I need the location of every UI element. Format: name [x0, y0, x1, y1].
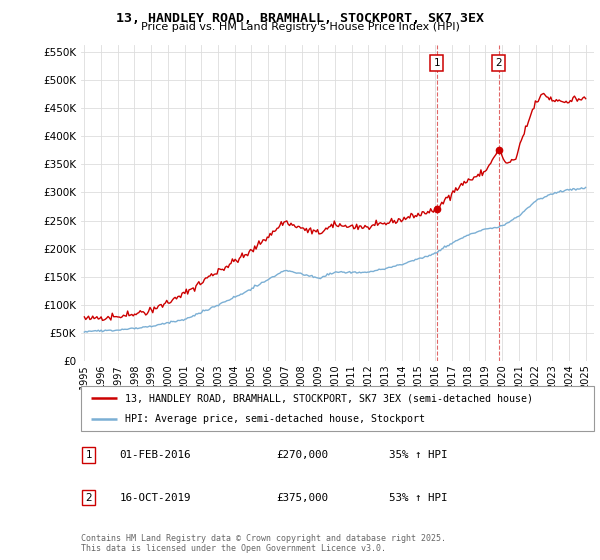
- Text: 1: 1: [85, 450, 92, 460]
- Text: Contains HM Land Registry data © Crown copyright and database right 2025.
This d: Contains HM Land Registry data © Crown c…: [81, 534, 446, 553]
- Text: 35% ↑ HPI: 35% ↑ HPI: [389, 450, 448, 460]
- Text: 2: 2: [495, 58, 502, 68]
- Text: £375,000: £375,000: [276, 493, 328, 502]
- Text: 1: 1: [433, 58, 440, 68]
- Text: 16-OCT-2019: 16-OCT-2019: [119, 493, 191, 502]
- FancyBboxPatch shape: [81, 386, 594, 431]
- Text: Price paid vs. HM Land Registry's House Price Index (HPI): Price paid vs. HM Land Registry's House …: [140, 22, 460, 32]
- Text: 13, HANDLEY ROAD, BRAMHALL, STOCKPORT, SK7 3EX: 13, HANDLEY ROAD, BRAMHALL, STOCKPORT, S…: [116, 12, 484, 25]
- Text: HPI: Average price, semi-detached house, Stockport: HPI: Average price, semi-detached house,…: [125, 414, 425, 424]
- Text: 53% ↑ HPI: 53% ↑ HPI: [389, 493, 448, 502]
- Text: 13, HANDLEY ROAD, BRAMHALL, STOCKPORT, SK7 3EX (semi-detached house): 13, HANDLEY ROAD, BRAMHALL, STOCKPORT, S…: [125, 394, 533, 404]
- Text: 01-FEB-2016: 01-FEB-2016: [119, 450, 191, 460]
- Text: 2: 2: [85, 493, 92, 502]
- Text: £270,000: £270,000: [276, 450, 328, 460]
